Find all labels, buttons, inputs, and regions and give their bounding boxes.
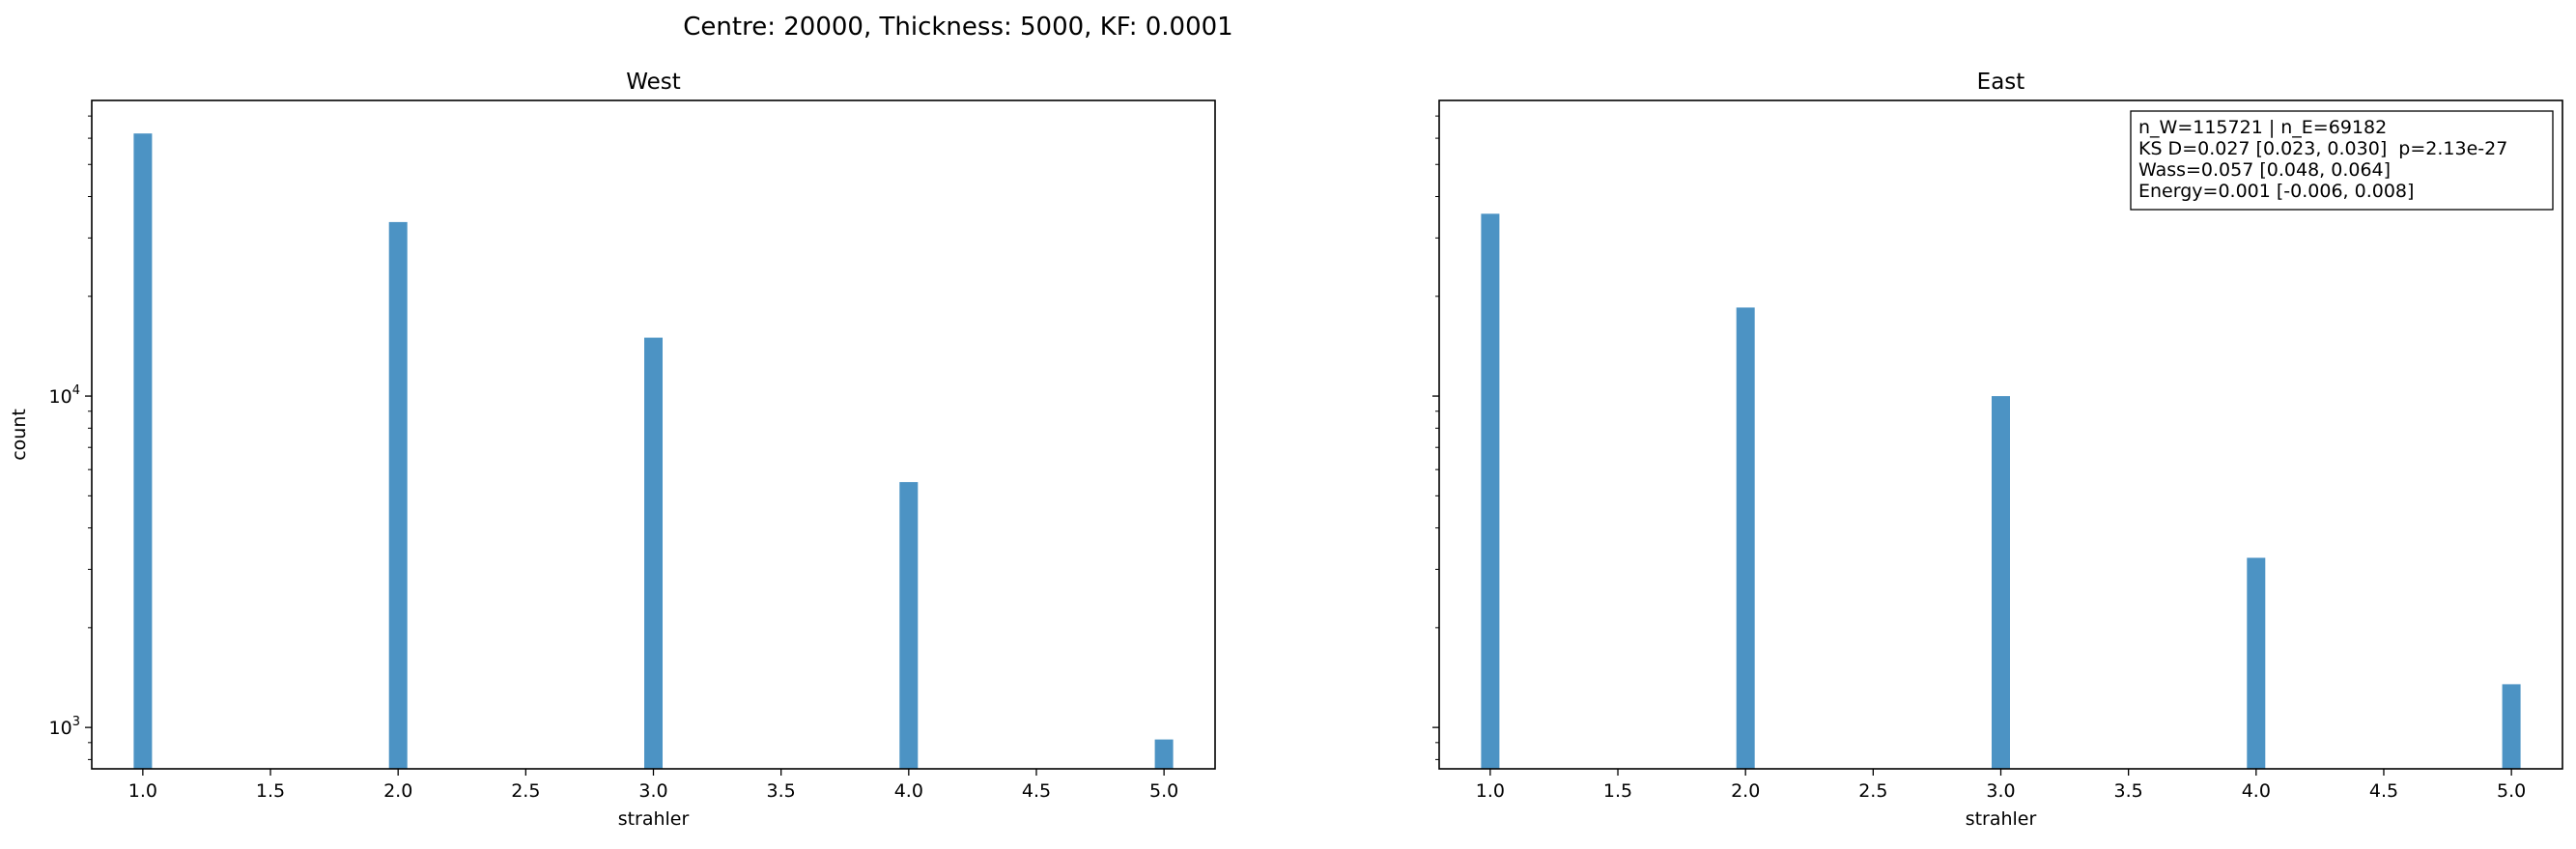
- stats-annotation-box: [2130, 110, 2554, 211]
- x-axis-label-east: strahler: [1966, 808, 2037, 830]
- chart-panel-west: 1.0 1.5 2.0 2.5 3.0 3.5 4.0 4.5 5.0 103 104 West str…: [9, 70, 1216, 830]
- x-axis-label-west: strahler: [618, 808, 690, 830]
- bar-west-5: [1154, 739, 1174, 769]
- bar-east-2: [1736, 307, 1755, 769]
- bar-west-4: [899, 482, 919, 769]
- x-tick-label-west: 3.5: [767, 780, 796, 802]
- stats-annotation-line: Wass=0.057 [0.048, 0.064]: [2138, 159, 2391, 181]
- stats-annotation-line: Energy=0.001 [-0.006, 0.008]: [2138, 181, 2414, 202]
- bar-west-3: [644, 337, 663, 769]
- chart-panel-east: 1.0 1.5 2.0 2.5 3.0 3.5 4.0 4.5 5.0 East strahler n…: [1432, 70, 2563, 830]
- stats-annotation-line: n_W=115721 | n_E=69182: [2138, 117, 2387, 138]
- x-tick-label-west: 2.0: [383, 780, 412, 802]
- y-tick-label-west: 103: [49, 715, 80, 739]
- y-tick-label-west: 104: [49, 383, 80, 408]
- bar-east-1: [1481, 213, 1500, 770]
- x-tick-label-west: 3.0: [638, 780, 667, 802]
- x-tick-label-west: 1.0: [128, 780, 157, 802]
- stats-annotation-line: KS D=0.027 [0.023, 0.030] p=2.13e-27: [2138, 138, 2507, 159]
- x-tick-label-east: 1.0: [1476, 780, 1505, 802]
- x-tick-label-west: 2.5: [511, 780, 540, 802]
- x-tick-label-west: 4.5: [1022, 780, 1051, 802]
- x-tick-label-east: 4.5: [2369, 780, 2398, 802]
- x-tick-label-west: 1.5: [256, 780, 285, 802]
- chart-title-east: East: [1977, 70, 2025, 95]
- x-tick-label-east: 1.5: [1603, 780, 1632, 802]
- bar-east-4: [2247, 557, 2266, 769]
- x-tick-label-west: 5.0: [1149, 780, 1178, 802]
- x-tick-label-west: 4.0: [894, 780, 923, 802]
- chart-title-west: West: [626, 70, 681, 95]
- x-tick-label-east: 2.5: [1858, 780, 1887, 802]
- bar-west-1: [133, 133, 153, 769]
- y-axis-label-west: count: [9, 409, 30, 461]
- bar-east-3: [1992, 396, 2010, 769]
- figure-title: Centre: 20000, Thickness: 5000, KF: 0.00…: [683, 13, 1232, 42]
- x-tick-label-east: 4.0: [2242, 780, 2271, 802]
- x-tick-label-east: 3.0: [1986, 780, 2015, 802]
- bar-east-5: [2502, 684, 2521, 769]
- x-tick-label-east: 3.5: [2114, 780, 2143, 802]
- x-tick-label-east: 2.0: [1731, 780, 1760, 802]
- x-tick-label-east: 5.0: [2497, 780, 2526, 802]
- bar-west-2: [388, 221, 408, 769]
